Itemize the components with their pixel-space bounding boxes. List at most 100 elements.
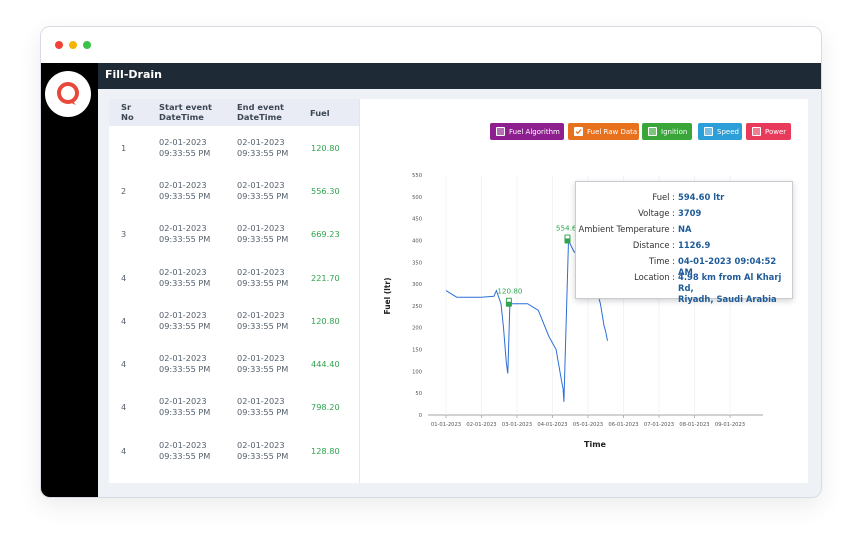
cell-start-date: 02-01-2023 (159, 439, 207, 450)
table-row[interactable]: 4 02-01-2023 09:33:55 PM 02-01-2023 09:33:55… (109, 256, 359, 299)
app-logo[interactable] (45, 71, 91, 117)
x-tick-label: 08-01-2023 (679, 422, 709, 428)
cell-fuel: 128.80 (311, 445, 340, 456)
cell-start-date: 02-01-2023 (159, 353, 207, 364)
cell-end-time: 09:33:55 PM (237, 450, 289, 461)
cell-end-time: 09:33:55 PM (237, 277, 289, 288)
cell-start-time: 09:33:55 PM (159, 147, 211, 158)
fuel-pump-window (565, 235, 570, 239)
cell-start: 02-01-2023 09:33:55 PM (159, 137, 210, 159)
y-axis: 0 50 100 150 200 250 300 350 400 450 500 550 (412, 173, 422, 419)
cell-start: 02-01-2023 09:33:55 PM (159, 180, 210, 202)
cell-end-date: 02-01-2023 (237, 266, 285, 277)
cell-fuel: 444.40 (311, 359, 340, 370)
checkbox-icon[interactable] (704, 127, 713, 136)
cell-end-date: 02-01-2023 (237, 223, 285, 234)
checkbox-icon[interactable] (752, 127, 761, 136)
legend-label: Fuel Algorithm (509, 127, 560, 136)
left-sidebar (41, 63, 98, 497)
legend-item-ignition[interactable]: Ignition (642, 123, 692, 140)
cell-start-date: 02-01-2023 (159, 266, 207, 277)
tooltip-location-line1: 4.98 km from Al Kharj Rd, (678, 272, 782, 293)
cell-start-date: 02-01-2023 (159, 136, 207, 147)
tooltip-voltage-label: Voltage : (638, 208, 675, 218)
y-tick-label: 0 (419, 413, 422, 419)
y-tick-label: 300 (412, 282, 422, 288)
annotation-label: 554.60 (556, 223, 582, 232)
y-tick-label: 550 (412, 173, 422, 179)
legend-label: Speed (717, 127, 739, 136)
legend-item-fuel-raw-data[interactable]: Fuel Raw Data (568, 123, 639, 140)
tooltip-distance-label: Distance : (632, 240, 675, 250)
tooltip-time-value: 04-01-2023 09:04:52 AM (678, 256, 777, 277)
col-header-start[interactable]: Start event DateTime (159, 102, 212, 122)
cell-start: 02-01-2023 09:33:55 PM (159, 310, 210, 332)
minimize-dot[interactable] (69, 41, 77, 49)
cell-fuel: 798.20 (311, 402, 340, 413)
x-axis-label: Time (584, 440, 607, 449)
table-header: Sr No Start event DateTime End event DateTi… (109, 99, 359, 126)
x-tick-label: 03-01-2023 (502, 422, 532, 428)
fuel-pump-marker: 120.80 (497, 287, 523, 307)
cell-start-date: 02-01-2023 (159, 396, 207, 407)
cell-end-date: 02-01-2023 (237, 396, 285, 407)
table-row[interactable]: 4 02-01-2023 09:33:55 PM 02-01-2023 09:33:55… (109, 386, 359, 429)
y-tick-label: 500 (412, 195, 422, 201)
cell-end: 02-01-2023 09:33:55 PM (237, 396, 288, 418)
legend-label: Power (765, 127, 787, 136)
y-tick-label: 450 (412, 217, 422, 223)
col-header-end[interactable]: End event DateTime (237, 102, 284, 122)
window-titlebar (41, 27, 821, 63)
col-header-sr[interactable]: Sr No (121, 102, 134, 122)
cell-end: 02-01-2023 09:33:55 PM (237, 223, 288, 245)
table-row[interactable]: 4 02-01-2023 09:33:55 PM 02-01-2023 09:33:55… (109, 343, 359, 386)
legend-item-speed[interactable]: Speed (698, 123, 742, 140)
table-row[interactable]: 4 02-01-2023 09:33:55 PM 02-01-2023 09:33:55… (109, 299, 359, 342)
cell-start-date: 02-01-2023 (159, 179, 207, 190)
x-tick-label: 09-01-2023 (715, 422, 745, 428)
table-row[interactable]: 2 02-01-2023 09:33:55 PM 02-01-2023 09:33:55… (109, 169, 359, 212)
y-axis-label: Fuel (ltr) (383, 277, 392, 314)
y-tick-label: 250 (412, 304, 422, 310)
tooltip-time-label: Time : (649, 256, 675, 266)
cell-end-date: 02-01-2023 (237, 439, 285, 450)
cell-end: 02-01-2023 09:33:55 PM (237, 180, 288, 202)
x-tick-label: 06-01-2023 (608, 422, 638, 428)
checkbox-icon[interactable] (496, 127, 505, 136)
close-dot[interactable] (55, 41, 63, 49)
panel-divider (359, 99, 360, 483)
y-tick-label: 50 (415, 391, 422, 397)
tooltip-fuel-value: 594.60 ltr (678, 192, 725, 202)
table-row[interactable]: 4 02-01-2023 09:33:55 PM 02-01-2023 09:33:55… (109, 429, 359, 472)
col-header-start-line1: Start event (159, 102, 213, 112)
x-tick-label: 07-01-2023 (644, 422, 674, 428)
cell-sr: 4 (121, 272, 127, 283)
table-row[interactable]: 3 02-01-2023 09:33:55 PM 02-01-2023 09:33:55… (109, 213, 359, 256)
y-tick-label: 100 (412, 369, 422, 375)
legend-item-power[interactable]: Power (746, 123, 791, 140)
cell-end-time: 09:33:55 PM (237, 407, 289, 418)
main-content: Sr No Start event DateTime End event DateTi… (98, 89, 821, 497)
logo-icon (57, 82, 79, 105)
cell-end-date: 02-01-2023 (237, 136, 285, 147)
col-header-start-line2: DateTime (159, 112, 204, 122)
cell-fuel: 120.80 (311, 142, 340, 153)
checkbox-checked-icon[interactable] (574, 127, 583, 136)
checkbox-icon[interactable] (648, 127, 657, 136)
col-header-fuel[interactable]: Fuel (310, 108, 330, 118)
data-tooltip: Fuel : 594.60 ltr Voltage : 3709 Ambient… (575, 181, 793, 304)
fuel-pump-window (506, 298, 511, 302)
legend-label: Fuel Raw Data (587, 127, 638, 136)
legend-item-fuel-algorithm[interactable]: Fuel Algorithm (490, 123, 564, 140)
cell-start-time: 09:33:55 PM (159, 407, 211, 418)
cell-end-date: 02-01-2023 (237, 179, 285, 190)
tooltip-location-line2: Riyadh, Saudi Arabia (678, 294, 777, 304)
table-row[interactable]: 1 02-01-2023 09:33:55 PM 02-01-2023 09:33:55… (109, 126, 359, 169)
cell-end-time: 09:33:55 PM (237, 364, 289, 375)
maximize-dot[interactable] (83, 41, 91, 49)
cell-fuel: 556.30 (311, 185, 340, 196)
cell-sr: 1 (121, 142, 127, 153)
cell-end: 02-01-2023 09:33:55 PM (237, 440, 288, 462)
chart-panel: Fuel Algorithm Fuel Raw Data Ignition Speed… (360, 99, 808, 483)
cell-start: 02-01-2023 09:33:55 PM (159, 353, 210, 375)
